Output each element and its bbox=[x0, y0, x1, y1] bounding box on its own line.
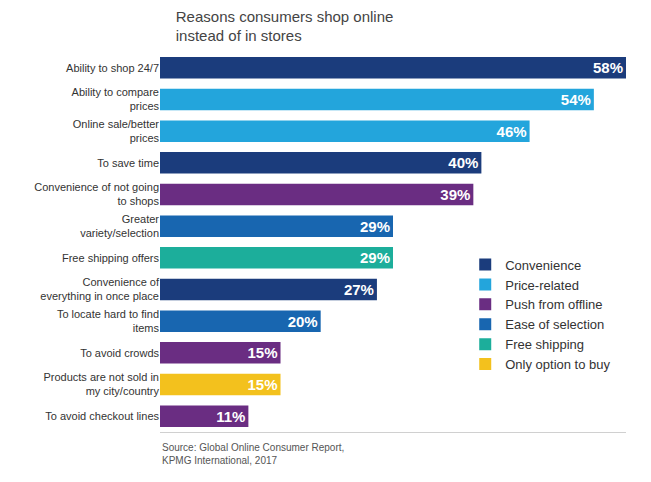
svg-text:To avoid checkout lines: To avoid checkout lines bbox=[45, 410, 159, 422]
svg-text:Only option to buy: Only option to buy bbox=[505, 357, 610, 372]
svg-text:40%: 40% bbox=[448, 154, 478, 171]
svg-text:Greatervariety/selection: Greatervariety/selection bbox=[80, 213, 159, 239]
svg-text:Source: Global Online Consumer: Source: Global Online Consumer Report,KP… bbox=[162, 442, 344, 466]
svg-text:15%: 15% bbox=[247, 344, 277, 361]
svg-text:29%: 29% bbox=[360, 249, 390, 266]
svg-text:46%: 46% bbox=[497, 123, 527, 140]
svg-text:27%: 27% bbox=[344, 281, 374, 298]
svg-text:Convenience of not goingto sho: Convenience of not goingto shops bbox=[34, 181, 159, 207]
svg-text:20%: 20% bbox=[288, 313, 318, 330]
svg-text:To avoid crowds: To avoid crowds bbox=[80, 347, 159, 359]
svg-text:11%: 11% bbox=[216, 408, 245, 425]
svg-text:Online sale/betterprices: Online sale/betterprices bbox=[73, 118, 160, 144]
svg-text:To save time: To save time bbox=[97, 157, 159, 169]
svg-text:58%: 58% bbox=[593, 59, 623, 76]
svg-text:To locate hard to finditems: To locate hard to finditems bbox=[57, 308, 160, 334]
svg-text:15%: 15% bbox=[247, 376, 277, 393]
svg-text:Products are not sold inmy cit: Products are not sold inmy city/country bbox=[43, 371, 159, 397]
svg-text:29%: 29% bbox=[360, 218, 390, 235]
svg-text:Ease of selection: Ease of selection bbox=[505, 317, 604, 332]
svg-text:Price-related: Price-related bbox=[505, 278, 579, 293]
svg-text:Free shipping offers: Free shipping offers bbox=[62, 252, 160, 264]
svg-text:54%: 54% bbox=[561, 91, 591, 108]
svg-text:Free shipping: Free shipping bbox=[505, 337, 584, 352]
svg-text:Convenience: Convenience bbox=[505, 258, 581, 273]
svg-text:Reasons consumers shop onlinei: Reasons consumers shop onlineinstead of … bbox=[176, 8, 394, 45]
svg-text:Ability to compareprices: Ability to compareprices bbox=[72, 86, 160, 112]
svg-text:Push from offline: Push from offline bbox=[505, 297, 602, 312]
svg-text:Convenience ofeverything in on: Convenience ofeverything in once place bbox=[40, 276, 160, 302]
svg-text:Ability to shop 24/7: Ability to shop 24/7 bbox=[66, 62, 159, 74]
svg-text:39%: 39% bbox=[440, 186, 470, 203]
